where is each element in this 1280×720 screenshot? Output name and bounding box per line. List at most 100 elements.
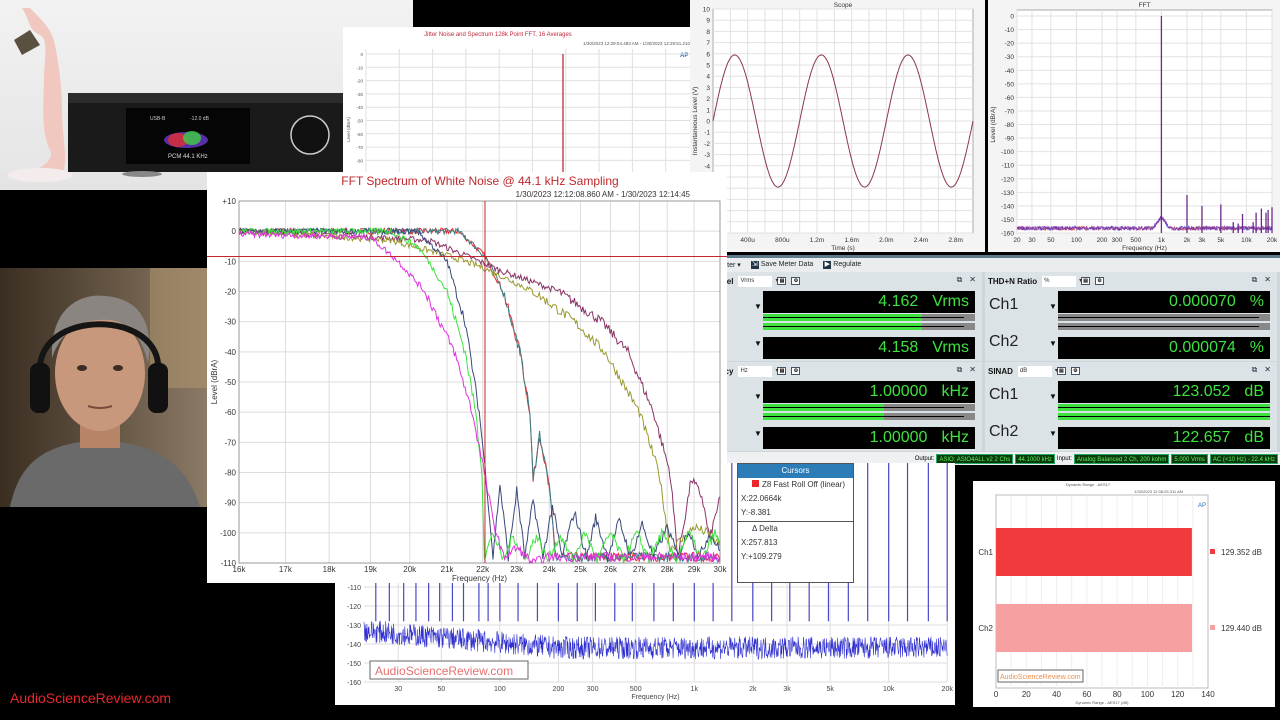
settings-gear-icon[interactable]: ⚙ — [791, 367, 801, 375]
x-tick-label: 2.8m — [948, 237, 962, 244]
pop-out-icon[interactable]: ⧉ — [1251, 275, 1258, 284]
settings-gear-icon[interactable]: ⚙ — [1070, 367, 1080, 375]
series-line-3 — [238, 227, 721, 553]
delta-label: Delta — [759, 524, 778, 533]
close-icon[interactable]: ✕ — [1264, 275, 1271, 284]
play-icon: ▶ — [823, 261, 832, 269]
y-tick-label: 10 — [703, 7, 711, 14]
y-tick-label: -10 — [1005, 27, 1015, 34]
unit-select[interactable]: Hz — [738, 365, 778, 377]
x-tick-label: 50 — [1047, 237, 1055, 244]
bar-ch2 — [996, 604, 1193, 652]
x-tick-label: 2.4m — [914, 237, 928, 244]
meter-bar — [1058, 314, 1270, 321]
meter-value: 0.000074 — [1169, 339, 1236, 356]
plot-frame — [238, 200, 721, 564]
close-icon[interactable]: ✕ — [969, 275, 976, 284]
meter-bar — [1058, 413, 1270, 420]
x-tick-label: 0 — [994, 690, 999, 699]
y-tick-label: 0 — [706, 119, 710, 126]
channel-dropdown-icon[interactable]: ▼ — [754, 392, 762, 401]
x-tick-label: 23k — [510, 565, 524, 574]
x-tick-label: 2k — [749, 686, 757, 693]
y-tick-label: -60 — [224, 408, 236, 417]
input-device[interactable]: Analog Balanced 2 Ch, 200 kohm — [1073, 453, 1170, 464]
input-range[interactable]: 5.000 Vrms — [1171, 453, 1208, 464]
display-options-icon[interactable]: ▤ — [777, 277, 787, 285]
channel-dropdown-icon[interactable]: ▼ — [1049, 392, 1057, 401]
display-options-icon[interactable]: ▤ — [1081, 277, 1091, 285]
y-tick-label: -130 — [1001, 190, 1014, 197]
x-tick-label: 5k — [1217, 237, 1225, 244]
chart-timestamp: 1/30/2023 12:29:04.483 AM - 1/30/2023 12… — [583, 41, 690, 46]
channel-label: Ch1 — [989, 296, 1019, 313]
pop-out-icon[interactable]: ⧉ — [1251, 365, 1258, 374]
settings-gear-icon[interactable]: ⚙ — [791, 277, 801, 285]
cursor-series-name: Z8 Fast Roll Off (linear) — [762, 480, 845, 489]
meter-header: SINAD dB▤ ⚙ ⧉ ✕ — [985, 362, 1277, 380]
y-tick-label: -130 — [347, 623, 361, 630]
channel-dropdown-icon[interactable]: ▼ — [754, 339, 762, 348]
series-line-2 — [238, 227, 721, 558]
channel-dropdown-icon[interactable]: ▼ — [1049, 302, 1057, 311]
x-axis-label: Dynamic Range - AES17 (dB) — [1076, 700, 1130, 705]
meter-title: THD+N Ratio — [988, 276, 1038, 286]
status-bar: Output: ASIO: ASIO4ALL v2 2 Chs 44.1000 … — [690, 452, 1280, 465]
channel-dropdown-icon[interactable]: ▼ — [1049, 339, 1057, 348]
y-tick-label: -50 — [224, 378, 236, 387]
x-tick-label: 120 — [1171, 690, 1185, 699]
save-meter-data-button[interactable]: ⇲ Save Meter Data — [750, 261, 814, 269]
output-rate[interactable]: 44.1000 kHz — [1015, 453, 1055, 464]
meter-panel: +Add Meter ▾ ⇲Save Meter Data ▶Regulate … — [690, 255, 1280, 465]
channel-dropdown-icon[interactable]: ▼ — [1049, 429, 1057, 438]
value-label: 129.440 dB — [1221, 624, 1262, 633]
meter-unit: dB — [1244, 429, 1264, 446]
display-options-icon[interactable]: ▤ — [777, 367, 787, 375]
channel-dropdown-icon[interactable]: ▼ — [754, 429, 762, 438]
meter-value: 4.158 — [878, 339, 919, 356]
unit-select[interactable]: Vrms — [738, 275, 778, 287]
close-icon[interactable]: ✕ — [1264, 365, 1271, 374]
close-icon[interactable]: ✕ — [969, 365, 976, 374]
output-device[interactable]: ASIO: ASIO4ALL v2 2 Chs — [936, 453, 1014, 464]
shirt — [10, 440, 200, 507]
y-tick-label: -70 — [224, 438, 236, 447]
regulate-button[interactable]: ▶ Regulate — [823, 261, 861, 269]
y-tick-label: -60 — [356, 132, 363, 137]
meter-bar — [763, 314, 975, 321]
y-tick-label: 9 — [706, 18, 710, 25]
y-tick-label: +10 — [222, 197, 236, 206]
meter-value: 123.052 — [1172, 383, 1231, 400]
pop-out-icon[interactable]: ⧉ — [956, 275, 963, 284]
legend-swatch — [1210, 549, 1215, 554]
x-tick-label: 100 — [1141, 690, 1155, 699]
save-icon: ⇲ — [750, 261, 759, 269]
settings-gear-icon[interactable]: ⚙ — [1095, 277, 1105, 285]
y-tick-label: -20 — [224, 288, 236, 297]
x-tick-label: 3k — [783, 686, 791, 693]
meter-readout: 1.00000 kHz — [763, 381, 975, 403]
pop-out-icon[interactable]: ⧉ — [956, 365, 963, 374]
y-tick-label: -80 — [356, 158, 363, 163]
display-options-icon[interactable]: ▤ — [1056, 367, 1066, 375]
unit-select[interactable]: dB — [1017, 365, 1058, 377]
jitter-chart: Jitter Noise and Spectrum 128k Point FFT… — [343, 27, 690, 173]
meter-value: 122.657 — [1172, 429, 1231, 446]
meter-bar — [763, 413, 975, 420]
presenter-image — [10, 268, 207, 507]
y-tick-label: 0 — [1010, 14, 1014, 21]
brand-watermark: AudioScienceReview.com — [10, 690, 172, 706]
channel-dropdown-icon[interactable]: ▼ — [754, 302, 762, 311]
delta-y: Y:+109.279 — [741, 552, 782, 561]
y-tick-label: -50 — [356, 119, 363, 124]
x-tick-label: 20 — [1013, 237, 1021, 244]
save-meter-data-label: Save Meter Data — [760, 261, 814, 268]
chart-title: Scope — [834, 2, 853, 9]
input-coupling[interactable]: AC (<10 Hz) - 22.4 kHz — [1209, 453, 1278, 464]
meter-header: THD+N Ratio%▤ ⚙ ⧉ ✕ — [985, 272, 1277, 290]
unit-select[interactable]: % — [1042, 275, 1082, 287]
y-tick-label: -90 — [1005, 136, 1015, 143]
